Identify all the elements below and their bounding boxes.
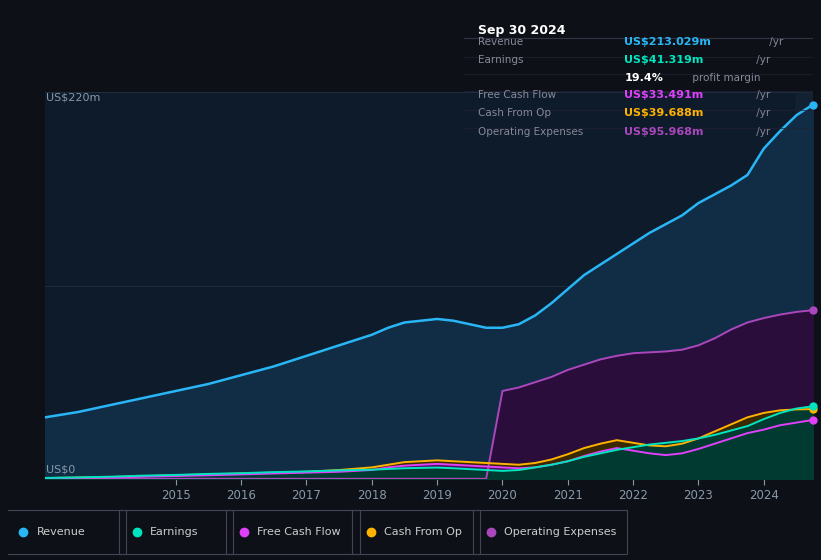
Text: 19.4%: 19.4%	[624, 73, 663, 82]
Text: US$33.491m: US$33.491m	[624, 90, 704, 100]
Text: Free Cash Flow: Free Cash Flow	[257, 527, 341, 537]
Text: Cash From Op: Cash From Op	[478, 108, 551, 118]
Text: profit margin: profit margin	[689, 73, 760, 82]
Text: Earnings: Earnings	[478, 55, 523, 66]
Text: US$95.968m: US$95.968m	[624, 127, 704, 137]
Text: US$220m: US$220m	[46, 92, 100, 102]
Text: Operating Expenses: Operating Expenses	[504, 527, 617, 537]
Text: Earnings: Earnings	[150, 527, 199, 537]
Text: /yr: /yr	[754, 108, 771, 118]
Text: US$41.319m: US$41.319m	[624, 55, 704, 66]
Text: Cash From Op: Cash From Op	[384, 527, 461, 537]
Text: Operating Expenses: Operating Expenses	[478, 127, 583, 137]
Text: US$39.688m: US$39.688m	[624, 108, 704, 118]
Text: /yr: /yr	[754, 55, 771, 66]
Text: Free Cash Flow: Free Cash Flow	[478, 90, 556, 100]
Text: US$0: US$0	[46, 465, 76, 475]
Text: /yr: /yr	[754, 127, 771, 137]
Text: Revenue: Revenue	[478, 37, 523, 47]
Text: /yr: /yr	[766, 37, 783, 47]
Text: Revenue: Revenue	[36, 527, 85, 537]
Text: /yr: /yr	[754, 90, 771, 100]
Text: Sep 30 2024: Sep 30 2024	[478, 24, 566, 37]
Text: US$213.029m: US$213.029m	[624, 37, 711, 47]
Bar	[796, 92, 813, 479]
